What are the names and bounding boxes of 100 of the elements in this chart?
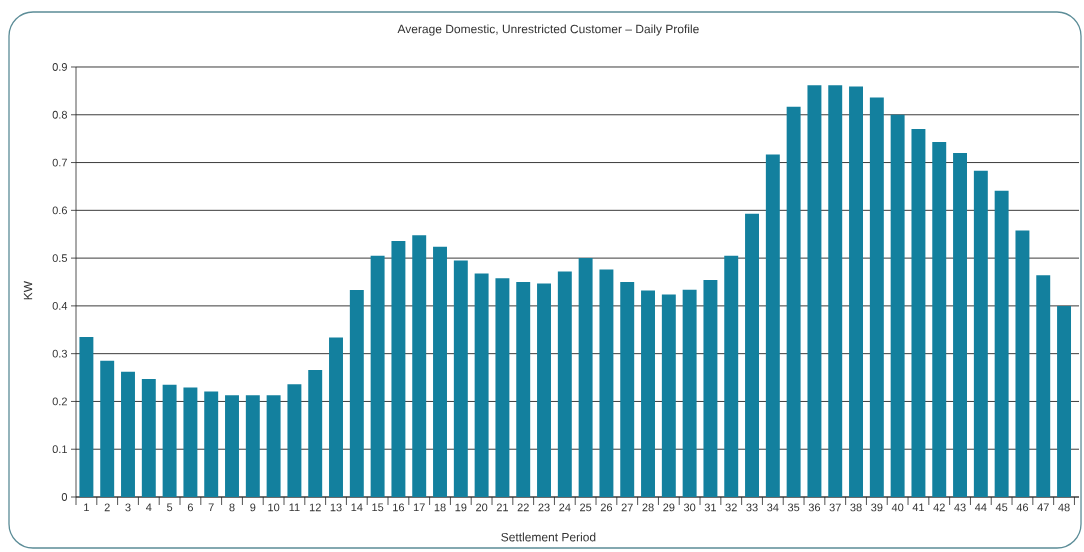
- bar: [745, 213, 759, 497]
- x-tick-label: 16: [393, 503, 405, 512]
- x-tick-label: 31: [704, 503, 716, 512]
- bar: [141, 378, 156, 497]
- x-tick-label: 17: [413, 503, 425, 512]
- bar: [1036, 275, 1051, 497]
- bar: [578, 258, 593, 497]
- chart-title: Average Domestic, Unrestricted Customer – Daily Profile: [397, 24, 699, 36]
- bar: [599, 269, 614, 497]
- bar: [828, 85, 843, 497]
- bar: [849, 86, 863, 497]
- x-tick-label: 32: [725, 503, 737, 512]
- x-tick-label: 11: [289, 503, 300, 512]
- bar: [121, 371, 135, 497]
- x-tick-label: 13: [330, 503, 342, 512]
- bar: [641, 290, 655, 497]
- y-tick-label: 0.7: [52, 158, 67, 167]
- bar: [370, 255, 385, 497]
- bar: [391, 240, 406, 497]
- x-tick-label: 27: [621, 503, 633, 512]
- x-tick-label: 20: [476, 503, 488, 512]
- x-tick-label: 43: [954, 503, 966, 512]
- x-tick-label: 39: [871, 503, 883, 512]
- y-tick-label: 0.1: [52, 445, 67, 454]
- bar: [329, 337, 343, 497]
- bar: [869, 97, 884, 497]
- bar: [308, 369, 323, 497]
- x-tick-label: 25: [580, 503, 592, 512]
- x-tick-label: 5: [166, 503, 173, 512]
- y-tick-label: 0.4: [52, 301, 68, 310]
- bar: [953, 153, 967, 497]
- bar: [79, 336, 94, 497]
- x-tick-label: 46: [1016, 503, 1029, 512]
- bar: [412, 235, 427, 497]
- bar: [557, 271, 572, 497]
- x-tick-label: 45: [995, 503, 1008, 512]
- x-tick-label: 33: [746, 503, 758, 512]
- bar: [474, 273, 489, 497]
- bar: [765, 154, 780, 497]
- bar: [100, 360, 115, 497]
- bar: [932, 142, 947, 497]
- bar: [225, 395, 239, 497]
- y-tick-label: 0.8: [52, 110, 67, 119]
- bar: [807, 85, 822, 497]
- bar: [453, 260, 468, 497]
- bar: [433, 246, 447, 497]
- bar: [786, 106, 801, 497]
- x-tick-label: 15: [372, 503, 384, 512]
- x-tick-label: 38: [850, 503, 862, 512]
- x-tick-label: 1: [84, 503, 89, 512]
- x-tick-label: 10: [268, 503, 280, 512]
- x-tick-label: 44: [974, 503, 987, 512]
- y-tick-label: 0.6: [52, 206, 67, 215]
- x-tick-label: 30: [683, 503, 696, 512]
- x-tick-label: 12: [309, 503, 321, 512]
- bar: [495, 278, 510, 497]
- y-tick-label: 0.9: [52, 63, 67, 71]
- bar: [349, 290, 364, 497]
- x-tick-label: 22: [517, 503, 529, 512]
- x-tick-label: 34: [767, 503, 779, 512]
- x-tick-label: 6: [187, 503, 193, 512]
- bar: [1015, 230, 1030, 497]
- x-tick-label: 7: [208, 503, 214, 512]
- x-tick-label: 41: [912, 503, 925, 512]
- x-tick-label: 35: [787, 503, 800, 512]
- bar: [183, 387, 198, 497]
- bar: [911, 129, 926, 497]
- bar: [703, 280, 718, 497]
- x-tick-label: 19: [455, 503, 467, 512]
- x-tick-label: 23: [538, 503, 550, 512]
- bar: [890, 114, 905, 497]
- y-tick-label: 0.5: [52, 254, 68, 262]
- x-axis-title: Settlement Period: [501, 532, 596, 542]
- x-tick-label: 4: [145, 503, 152, 512]
- bar: [287, 384, 302, 497]
- x-tick-label: 48: [1058, 503, 1070, 512]
- y-tick-label: 0: [61, 493, 68, 501]
- bar: [661, 294, 676, 497]
- bar: [245, 395, 260, 497]
- y-axis-title: KW: [23, 280, 33, 300]
- bar: [204, 391, 219, 497]
- y-tick-label: 0.3: [52, 349, 67, 358]
- x-tick-label: 42: [933, 503, 945, 512]
- x-tick-label: 37: [829, 503, 841, 512]
- x-tick-label: 40: [891, 503, 904, 512]
- x-tick-label: 26: [600, 503, 613, 512]
- bar: [973, 170, 988, 497]
- bar: [162, 384, 177, 497]
- bar: [620, 282, 635, 497]
- bar: [1057, 305, 1072, 497]
- x-tick-label: 47: [1037, 503, 1049, 512]
- x-tick-label: 9: [250, 503, 256, 512]
- x-tick-label: 18: [434, 503, 446, 512]
- x-tick-label: 29: [663, 503, 675, 512]
- bar: [682, 289, 697, 497]
- x-tick-label: 21: [496, 503, 508, 512]
- bar: [724, 255, 739, 497]
- x-tick-label: 2: [104, 503, 110, 512]
- bar: [266, 395, 281, 497]
- bar: [516, 282, 531, 497]
